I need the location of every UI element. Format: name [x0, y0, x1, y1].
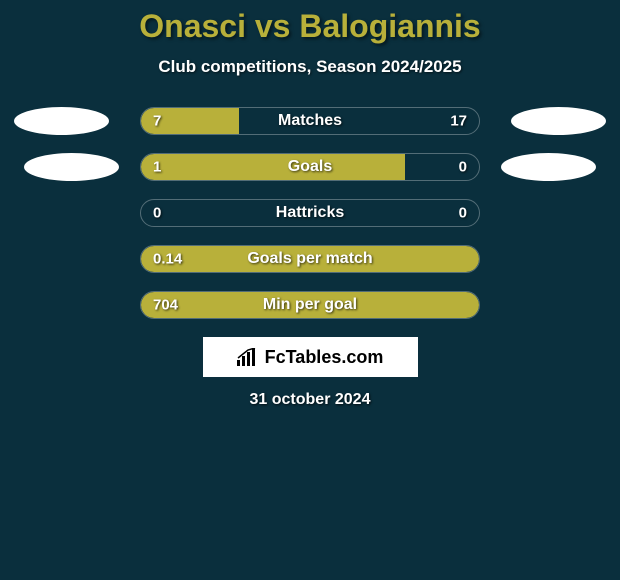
stat-label: Matches	[278, 112, 342, 130]
subtitle: Club competitions, Season 2024/2025	[0, 57, 620, 77]
page-title: Onasci vs Balogiannis	[0, 8, 620, 45]
main-container: Onasci vs Balogiannis Club competitions,…	[0, 0, 620, 580]
stat-row-goals: 1 Goals 0	[0, 153, 620, 181]
bar-container: 0 Hattricks 0	[140, 199, 480, 227]
stat-value-left: 0.14	[153, 251, 182, 268]
stat-value-right: 0	[459, 159, 467, 176]
stat-value-left: 704	[153, 297, 178, 314]
chart-icon	[237, 348, 259, 366]
logo-box: FcTables.com	[203, 337, 418, 377]
bar-right	[239, 108, 479, 134]
stat-label: Goals	[288, 158, 332, 176]
bar-container: 7 Matches 17	[140, 107, 480, 135]
stat-label: Goals per match	[247, 250, 372, 268]
stats-area: 7 Matches 17 1 Goals 0 0 Hattricks 0	[0, 107, 620, 319]
stat-label: Hattricks	[276, 204, 344, 222]
bar-container: 0.14 Goals per match	[140, 245, 480, 273]
bar-container: 704 Min per goal	[140, 291, 480, 319]
stat-value-left: 1	[153, 159, 161, 176]
bar-right	[405, 154, 479, 180]
stat-label: Min per goal	[263, 296, 357, 314]
stat-row-gpm: 0.14 Goals per match	[0, 245, 620, 273]
stat-row-matches: 7 Matches 17	[0, 107, 620, 135]
stat-value-left: 0	[153, 205, 161, 222]
bar-left	[141, 154, 405, 180]
stat-value-left: 7	[153, 113, 161, 130]
logo-text: FcTables.com	[265, 347, 384, 368]
date-text: 31 october 2024	[0, 391, 620, 409]
stat-row-hattricks: 0 Hattricks 0	[0, 199, 620, 227]
bar-container: 1 Goals 0	[140, 153, 480, 181]
stat-value-right: 0	[459, 205, 467, 222]
stat-row-mpg: 704 Min per goal	[0, 291, 620, 319]
stat-value-right: 17	[450, 113, 467, 130]
